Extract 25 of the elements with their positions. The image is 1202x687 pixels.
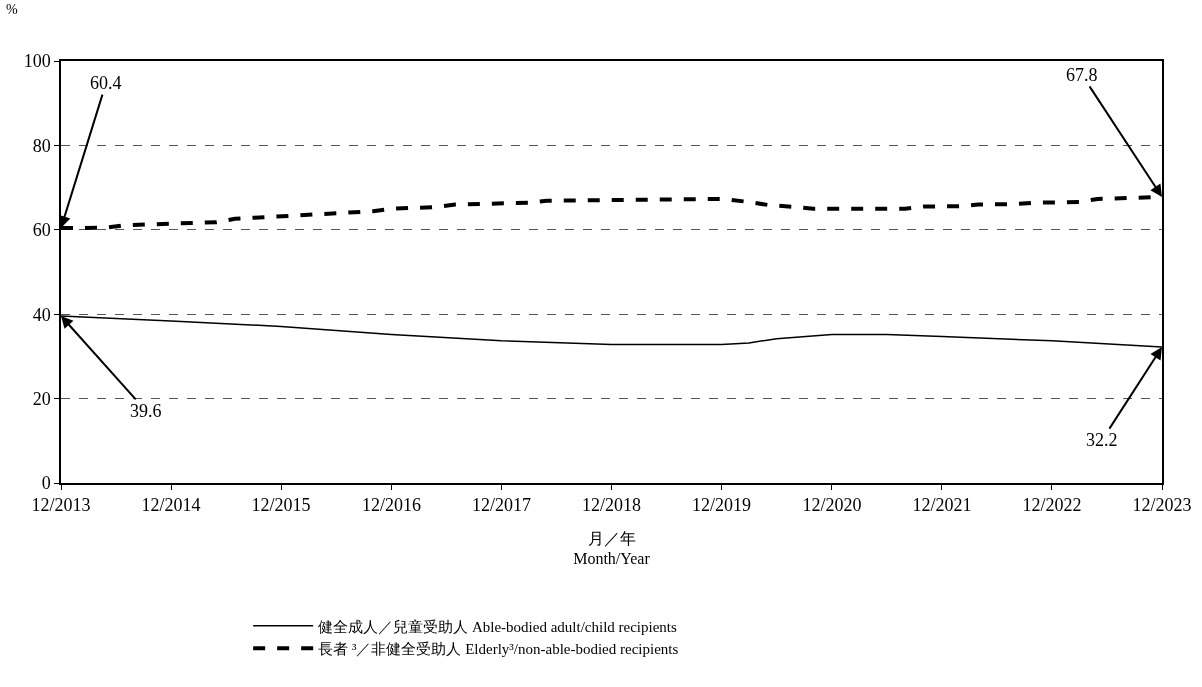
legend-label: 健全成人／兒童受助人 Able-bodied adult/child recipients	[318, 618, 678, 635]
x-tick-label: 12/2013	[31, 495, 91, 516]
annotation: 39.6	[130, 401, 162, 421]
y-tick-label: 0	[41, 473, 51, 494]
x-tick-label: 12/2020	[802, 495, 862, 516]
y-axis-title: %	[6, 2, 18, 17]
x-tick-label: 12/2023	[1132, 495, 1192, 516]
y-tick-label: 20	[32, 388, 51, 409]
x-tick-label: 12/2015	[251, 495, 311, 516]
annotation: 60.4	[90, 73, 122, 93]
x-tick-label: 12/2021	[912, 495, 972, 516]
x-tick-label: 12/2017	[471, 495, 531, 516]
y-tick-label: 40	[32, 304, 51, 325]
y-tick-label: 80	[32, 135, 51, 156]
x-axis-title: 月／年 Month/Year	[573, 529, 651, 568]
annotation: 32.2	[1086, 430, 1118, 450]
x-tick-label: 12/2018	[581, 495, 642, 516]
x-tick-label: 12/2019	[692, 495, 752, 516]
x-tick-label: 12/2016	[361, 495, 421, 516]
annotation: 67.8	[1066, 65, 1098, 85]
y-tick-label: 100	[23, 51, 51, 72]
legend-label: 長者 ³／非健全受助人 Elderly³/non-able-bodied recipients	[318, 641, 679, 658]
x-tick-label: 12/2014	[141, 495, 201, 516]
y-tick-label: 60	[32, 220, 51, 241]
x-tick-label: 12/2022	[1022, 495, 1082, 516]
